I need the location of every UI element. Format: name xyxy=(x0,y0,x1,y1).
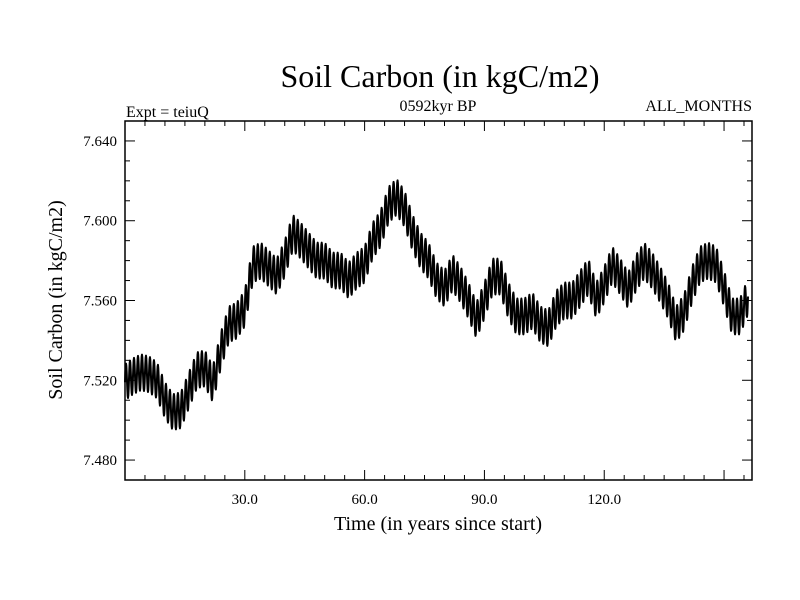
y-tick-label: 7.480 xyxy=(83,453,117,469)
x-tick-label: 120.0 xyxy=(587,492,621,508)
months-label: ALL_MONTHS xyxy=(645,98,752,115)
axis-ticks xyxy=(125,121,752,480)
y-tick-label: 7.560 xyxy=(83,294,117,310)
period-label: 0592kyr BP xyxy=(400,98,477,115)
y-tick-labels: 7.480 7.520 7.560 7.600 7.640 xyxy=(83,134,117,469)
y-tick-label: 7.600 xyxy=(83,214,117,230)
experiment-label: Expt = teiuQ xyxy=(126,104,209,121)
y-axis-label: Soil Carbon (in kgC/m2) xyxy=(45,200,67,399)
y-tick-label: 7.640 xyxy=(83,134,117,150)
y-tick-label: 7.520 xyxy=(83,373,117,389)
x-tick-label: 30.0 xyxy=(232,492,258,508)
x-tick-label: 90.0 xyxy=(471,492,497,508)
chart-title: Soil Carbon (in kgC/m2) xyxy=(280,58,599,94)
x-axis-label: Time (in years since start) xyxy=(334,513,542,535)
soil-carbon-line xyxy=(124,179,750,431)
x-tick-labels: 30.0 60.0 90.0 120.0 xyxy=(232,492,621,508)
x-tick-label: 60.0 xyxy=(351,492,377,508)
